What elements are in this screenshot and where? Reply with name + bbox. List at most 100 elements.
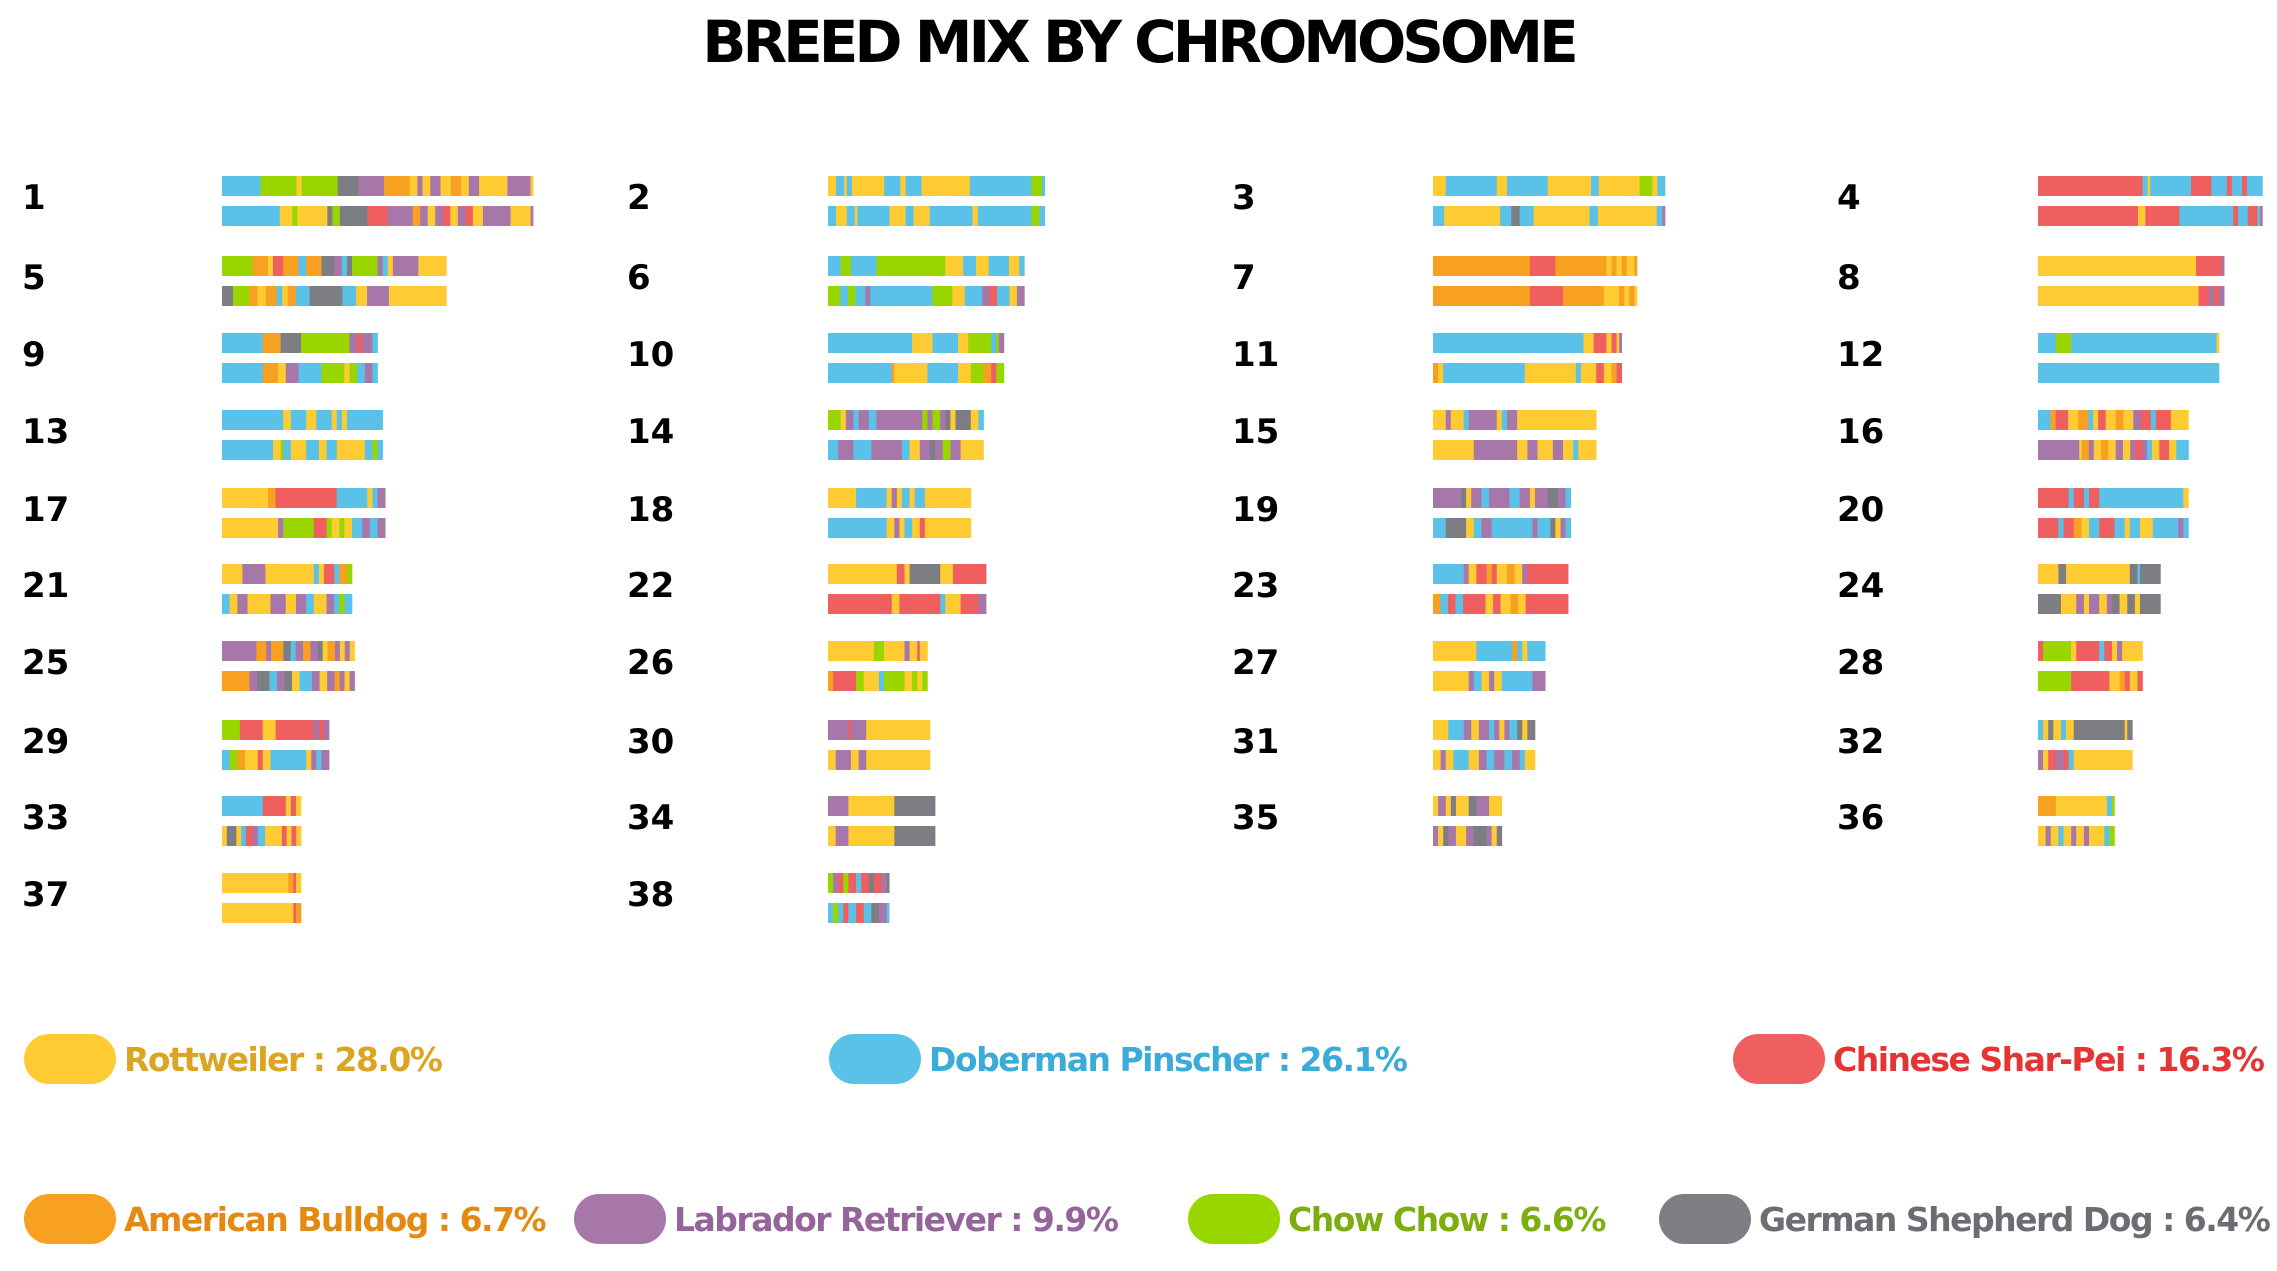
segment-chr8-copy2-3 [2208,286,2215,306]
segment-chr27-copy1-3 [1512,641,1518,661]
segment-chr23-copy1-1 [1433,564,1464,584]
segment-chr38-copy1-8 [868,873,875,893]
segment-chr24-copy2-9 [2119,594,2128,614]
segment-chr33-copy2-9 [281,826,287,846]
chromosome-label-15: 15 [1232,412,1279,452]
segment-chr2-copy1-8 [905,176,922,196]
segment-chr14-copy2-6 [909,440,921,460]
segment-chr33-copy2-6 [253,826,259,846]
segment-chr19-copy1-9 [1529,488,1536,508]
segment-chr38-copy2-7 [863,903,872,923]
segment-chr6-copy2-14 [1016,286,1025,306]
segment-chr22-copy1-6 [952,564,987,584]
segment-chr38-copy2-2 [833,903,839,923]
segment-chr34-copy1-3 [894,796,936,816]
segment-chr2-copy2-4 [854,206,858,226]
segment-chr5-copy1-5 [283,256,299,276]
segment-chr38-copy2-10 [886,903,890,923]
segment-chr3-copy2-1 [1433,206,1445,226]
segment-chr23-copy1-6 [1491,564,1498,584]
segment-chr35-copy2-6 [1466,826,1475,846]
segment-chr4-copy1-4 [2150,176,2192,196]
segment-chr16-copy2-4 [2088,440,2095,460]
segment-chr4-copy1-6 [2211,176,2227,196]
segment-chr17-copy2-11 [369,518,378,538]
segment-chr25-copy2-5 [277,671,285,691]
segment-chr15-copy2-8 [1573,440,1579,460]
segment-chr2-copy1-4 [846,176,853,196]
segment-chr31-copy1-2 [1448,720,1464,740]
segment-chr5-copy2-14 [388,286,395,306]
segment-chr24-copy2-2 [2060,594,2077,614]
segment-chr23-copy2-6 [1485,594,1494,614]
segment-chr26-copy1-5 [909,641,918,661]
segment-chr38-copy2-5 [848,903,857,923]
segment-chr1-copy2-10 [412,206,421,226]
segment-chr1-copy2-17 [465,206,474,226]
segment-chr37-copy2-2 [293,903,297,923]
segment-chr26-copy2-3 [856,671,864,691]
segment-chr25-copy2-10 [319,671,328,691]
segment-chr6-copy1-3 [850,256,877,276]
segment-chr22-copy2-5 [945,594,961,614]
segment-chr24-copy2-4 [2083,594,2090,614]
chromosome-label-12: 12 [1837,335,1884,375]
chromosome-label-2: 2 [627,178,651,218]
segment-chr31-copy1-7 [1494,720,1500,740]
segment-chr38-copy1-4 [843,873,849,893]
segment-chr23-copy1-2 [1463,564,1469,584]
segment-chr17-copy1-5 [367,488,373,508]
segment-chr3-copy1-5 [1547,176,1592,196]
segment-chr9-copy1-5 [349,333,358,353]
segment-chr11-copy1-7 [1619,333,1622,353]
segment-chr23-copy2-11 [1525,594,1569,614]
segment-chr11-copy2-1 [1433,363,1439,383]
segment-chr2-copy2-10 [972,206,979,226]
segment-chr28-copy1-2 [2043,641,2072,661]
chromosome-label-20: 20 [1837,490,1884,530]
segment-chr35-copy1-8 [1489,796,1503,816]
segment-chr3-copy2-8 [1597,206,1657,226]
segment-chr15-copy1-4 [1463,410,1469,430]
segment-chr1-copy2-11 [420,206,429,226]
segment-chr25-copy1-11 [322,641,328,661]
segment-chr8-copy2-5 [2219,286,2225,306]
segment-chr21-copy2-7 [295,594,307,614]
segment-chr9-copy2-11 [372,363,378,383]
segment-chr21-copy1-8 [339,564,348,584]
chromosome-label-30: 30 [627,722,674,762]
segment-chr29-copy1-4 [275,720,315,740]
segment-chr18-copy1-4 [891,488,898,508]
segment-chr16-copy2-5 [2093,440,2102,460]
segment-chr31-copy1-5 [1478,720,1490,740]
segment-chr6-copy2-7 [932,286,953,306]
segment-chr15-copy1-5 [1468,410,1498,430]
segment-chr19-copy1-1 [1433,488,1462,508]
segment-chr20-copy1-4 [2083,488,2090,508]
segment-chr28-copy2-5 [2124,671,2131,691]
segment-chr13-copy2-9 [336,440,366,460]
segment-chr18-copy2-7 [919,518,926,538]
segment-chr4-copy2-7 [2247,206,2258,226]
segment-chr17-copy2-3 [283,518,315,538]
segment-chr10-copy1-3 [932,333,959,353]
segment-chr6-copy2-9 [964,286,983,306]
segment-chr17-copy2-10 [362,518,371,538]
chromosome-label-28: 28 [1837,643,1884,683]
segment-chr18-copy1-7 [909,488,915,508]
segment-chr29-copy1-5 [313,720,320,740]
segment-chr35-copy2-3 [1443,826,1449,846]
segment-chr1-copy1-16 [479,176,508,196]
segment-chr33-copy2-5 [245,826,254,846]
segment-chr19-copy2-4 [1473,518,1482,538]
segment-chr9-copy2-2 [262,363,279,383]
segment-chr38-copy1-3 [838,873,844,893]
segment-chr28-copy1-6 [2104,641,2113,661]
segment-chr26-copy1-1 [828,641,875,661]
segment-chr32-copy2-5 [2063,750,2069,770]
segment-chr9-copy2-5 [298,363,322,383]
segment-chr20-copy2-12 [2152,518,2179,538]
segment-chr1-copy2-12 [427,206,436,226]
segment-chr14-copy1-3 [845,410,854,430]
segment-chr10-copy1-7 [996,333,1000,353]
